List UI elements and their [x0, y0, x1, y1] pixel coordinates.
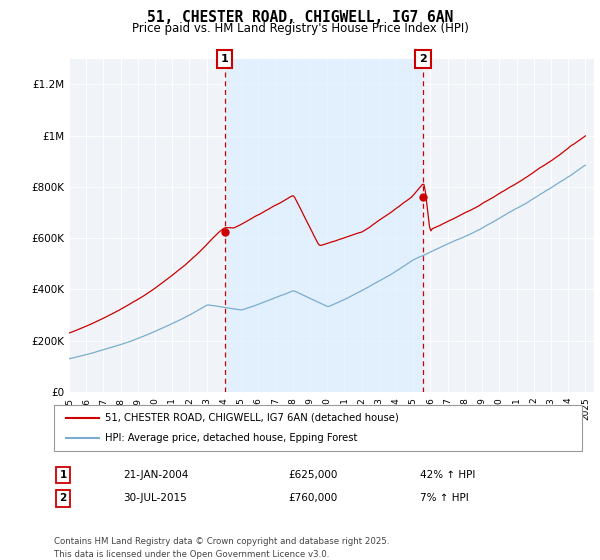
Text: 2: 2 [419, 54, 427, 64]
Text: HPI: Average price, detached house, Epping Forest: HPI: Average price, detached house, Eppi… [105, 433, 358, 443]
Bar [224, 59, 423, 392]
Text: 51, CHESTER ROAD, CHIGWELL, IG7 6AN (detached house): 51, CHESTER ROAD, CHIGWELL, IG7 6AN (det… [105, 413, 399, 423]
Text: 42% ↑ HPI: 42% ↑ HPI [420, 470, 475, 480]
Text: £625,000: £625,000 [288, 470, 337, 480]
Text: Price paid vs. HM Land Registry's House Price Index (HPI): Price paid vs. HM Land Registry's House … [131, 22, 469, 35]
Text: 51, CHESTER ROAD, CHIGWELL, IG7 6AN: 51, CHESTER ROAD, CHIGWELL, IG7 6AN [147, 10, 453, 25]
Text: 21-JAN-2004: 21-JAN-2004 [123, 470, 188, 480]
Text: 2: 2 [59, 493, 67, 503]
Text: 30-JUL-2015: 30-JUL-2015 [123, 493, 187, 503]
Text: 1: 1 [221, 54, 229, 64]
Text: 1: 1 [59, 470, 67, 480]
Text: Contains HM Land Registry data © Crown copyright and database right 2025.
This d: Contains HM Land Registry data © Crown c… [54, 538, 389, 559]
Text: 7% ↑ HPI: 7% ↑ HPI [420, 493, 469, 503]
Text: £760,000: £760,000 [288, 493, 337, 503]
